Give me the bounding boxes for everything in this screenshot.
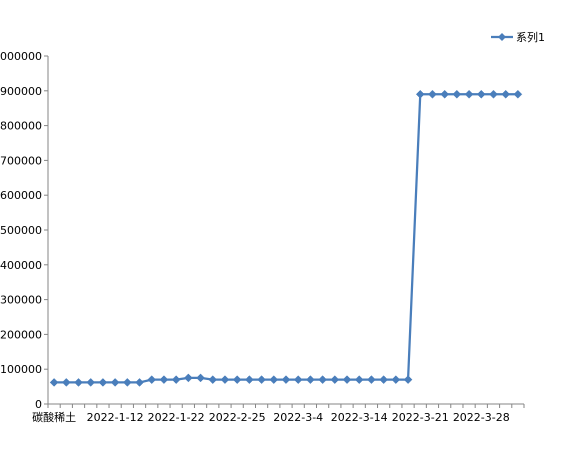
data-point [147,375,157,384]
y-tick-label: 0 [35,398,42,411]
data-point [415,89,425,99]
legend: 系列1 [491,30,545,44]
y-tick-label: 800000 [0,120,42,133]
data-point [269,375,279,384]
data-point [501,89,511,99]
data-point [354,375,364,384]
data-point [232,375,242,384]
x-tick-label: 2022-2-25 [209,411,266,424]
y-tick-label: 600000 [0,189,42,202]
data-point [245,375,254,384]
x-tick-label: 2022-3-14 [331,411,388,424]
data-point [159,375,169,384]
data-point [513,89,523,99]
data-point [428,89,437,99]
x-tick-label: 2022-3-4 [273,411,323,424]
data-point [440,89,450,99]
data-point [122,378,132,387]
data-point [391,375,401,384]
data-point [318,375,327,384]
legend-marker [498,33,506,41]
y-tick-label: 900000 [0,85,42,98]
data-point [367,375,376,384]
data-point [184,373,193,383]
y-axis-ticks: 0 100000 200000 300000 400000 500000 600000 700… [0,50,48,411]
data-point [110,378,120,387]
y-tick-label: 1000000 [0,50,42,63]
legend-label: 系列1 [516,30,545,44]
x-tick-label: 碳酸稀土 [32,410,76,424]
data-point [330,375,340,384]
data-point [49,378,59,387]
data-point [86,378,96,387]
data-point [342,375,352,384]
y-tick-label: 500000 [0,224,42,237]
data-point [74,378,83,387]
x-tick-label: 2022-3-28 [453,411,510,424]
y-tick-label: 700000 [0,154,42,167]
data-point [135,378,144,387]
data-point [306,375,315,384]
y-tick-label: 200000 [0,328,42,341]
x-tick-label: 2022-3-21 [392,411,449,424]
x-axis-ticks: 碳酸稀土 2022-1-12 2022-1-22 2022-2-25 2022-3-4 2… [32,404,525,424]
x-tick-label: 2022-1-12 [87,411,144,424]
series-line [54,93,518,384]
data-point [379,375,388,384]
y-tick-label: 100000 [0,363,42,376]
data-point [98,378,108,387]
y-tick-label: 400000 [0,259,42,272]
series-layer [49,89,523,387]
data-point [464,89,474,99]
data-point [452,89,462,99]
x-tick-label: 2022-1-22 [148,411,205,424]
data-point [403,375,413,384]
data-point [476,89,486,99]
data-point [489,89,498,99]
axes [47,56,524,405]
data-point [196,373,205,383]
data-point [281,375,291,384]
data-point [61,378,71,387]
data-point [208,375,218,384]
y-tick-label: 300000 [0,294,42,307]
data-point [171,375,181,384]
data-point [257,375,266,384]
data-point [293,375,303,384]
data-point [220,375,230,384]
